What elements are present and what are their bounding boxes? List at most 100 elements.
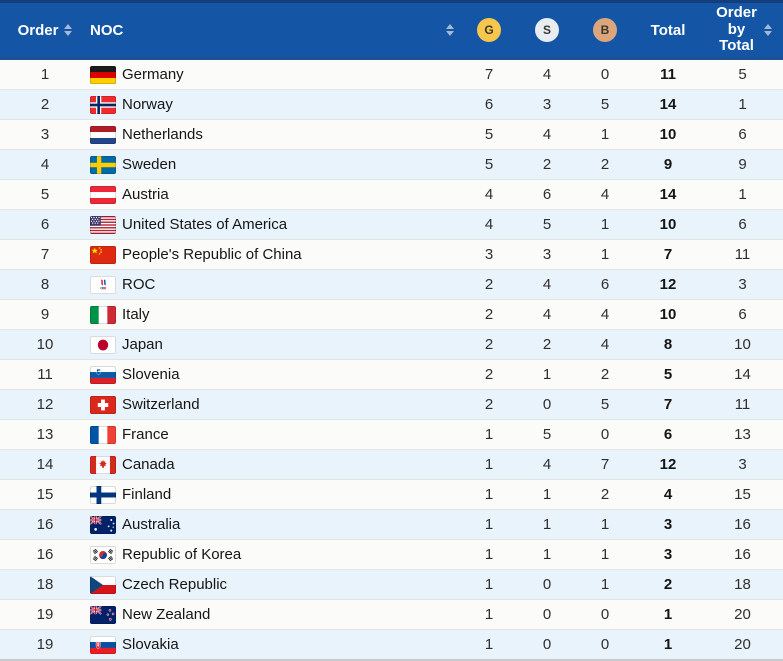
gold-count: 2 — [484, 366, 494, 383]
silver-count: 1 — [542, 486, 552, 503]
sort-arrows-icon[interactable] — [446, 24, 454, 36]
column-header-order-by-total[interactable]: Order by Total — [702, 3, 783, 55]
total-count: 5 — [663, 366, 673, 383]
germany-flag — [90, 65, 116, 84]
bronze-count: 4 — [600, 186, 610, 203]
noc-cell: Finland — [90, 485, 460, 504]
order-cell: 5 — [40, 186, 50, 203]
table-row: 12 Switzerland 2 0 5 7 11 — [0, 389, 783, 419]
noc-cell: France — [90, 425, 460, 444]
order-cell: 19 — [36, 606, 54, 623]
noc-name: Austria — [122, 186, 169, 203]
noc-name: Czech Republic — [122, 576, 228, 593]
noc-name: People's Republic of China — [122, 246, 302, 263]
order-cell: 16 — [36, 516, 54, 533]
silver-count: 2 — [542, 336, 552, 353]
silver-count: 0 — [542, 606, 552, 623]
canada-flag — [90, 455, 116, 474]
order-by-total-cell: 15 — [734, 486, 751, 503]
noc-name: Finland — [122, 486, 172, 503]
sort-arrows-icon[interactable] — [763, 23, 772, 36]
gold-count: 1 — [484, 486, 494, 503]
silver-count: 1 — [542, 366, 552, 383]
korea-flag — [90, 545, 116, 564]
noc-name: United States of America — [122, 216, 288, 233]
bronze-count: 2 — [600, 156, 610, 173]
gold-medal-icon: G — [477, 18, 501, 42]
noc-name: Italy — [122, 306, 150, 323]
table-row: 3 Netherlands 5 4 1 10 6 — [0, 119, 783, 149]
noc-name: Japan — [122, 336, 163, 353]
total-count: 1 — [663, 636, 673, 653]
gold-count: 2 — [484, 336, 494, 353]
column-header-bronze[interactable]: B — [576, 18, 634, 42]
silver-count: 0 — [542, 576, 552, 593]
bronze-count: 5 — [600, 96, 610, 113]
column-header-gold[interactable]: G — [460, 18, 518, 42]
silver-count: 4 — [542, 456, 552, 473]
table-row: 9 Italy 2 4 4 10 6 — [0, 299, 783, 329]
silver-count: 4 — [542, 66, 552, 83]
column-header-order[interactable]: Order — [0, 22, 90, 39]
order-by-total-cell: 16 — [734, 546, 751, 563]
order-by-total-header-label: Order by Total — [716, 3, 757, 55]
bronze-count: 0 — [600, 606, 610, 623]
table-row: 19 Slovakia 1 0 0 1 20 — [0, 629, 783, 659]
noc-name: Slovenia — [122, 366, 180, 383]
order-cell: 12 — [36, 396, 54, 413]
gold-count: 6 — [484, 96, 494, 113]
order-cell: 7 — [40, 246, 50, 263]
bronze-count: 2 — [600, 486, 610, 503]
italy-flag — [90, 305, 116, 324]
france-flag — [90, 425, 116, 444]
column-header-silver[interactable]: S — [518, 18, 576, 42]
noc-name: Sweden — [122, 156, 177, 173]
noc-cell: Czech Republic — [90, 575, 460, 594]
bronze-count: 1 — [600, 246, 610, 263]
gold-count: 2 — [484, 396, 494, 413]
gold-count: 1 — [484, 606, 494, 623]
silver-count: 1 — [542, 546, 552, 563]
order-by-total-cell: 11 — [734, 246, 751, 263]
order-by-total-cell: 1 — [738, 96, 747, 113]
order-cell: 9 — [40, 306, 50, 323]
bronze-count: 0 — [600, 636, 610, 653]
gold-count: 1 — [484, 636, 494, 653]
austria-flag — [90, 185, 116, 204]
order-cell: 14 — [36, 456, 54, 473]
noc-cell: Slovenia — [90, 365, 460, 384]
noc-name: Germany — [122, 66, 184, 83]
order-by-total-cell: 6 — [738, 126, 747, 143]
total-count: 7 — [663, 396, 673, 413]
table-row: 5 Austria 4 6 4 14 1 — [0, 179, 783, 209]
gold-count: 3 — [484, 246, 494, 263]
order-by-total-cell: 3 — [738, 456, 747, 473]
silver-count: 0 — [542, 396, 552, 413]
silver-medal-icon: S — [535, 18, 559, 42]
bronze-count: 1 — [600, 516, 610, 533]
total-count: 2 — [663, 576, 673, 593]
total-count: 8 — [663, 336, 673, 353]
noc-name: Switzerland — [122, 396, 200, 413]
noc-name: Netherlands — [122, 126, 203, 143]
table-row: 18 Czech Republic 1 0 1 2 18 — [0, 569, 783, 599]
total-count: 11 — [660, 66, 676, 83]
order-cell: 8 — [40, 276, 50, 293]
silver-count: 0 — [542, 636, 552, 653]
order-cell: 15 — [36, 486, 54, 503]
bronze-medal-icon: B — [593, 18, 617, 42]
sweden-flag — [90, 155, 116, 174]
bronze-count: 0 — [600, 426, 610, 443]
column-header-noc[interactable]: NOC — [90, 22, 460, 39]
noc-cell: People's Republic of China — [90, 245, 460, 264]
column-header-total[interactable]: Total — [634, 22, 702, 39]
australia-flag — [90, 515, 116, 534]
silver-count: 4 — [542, 306, 552, 323]
sort-arrows-icon[interactable] — [64, 24, 73, 36]
order-by-total-cell: 10 — [734, 336, 751, 353]
gold-count: 1 — [484, 546, 494, 563]
silver-count: 3 — [542, 246, 552, 263]
bronze-count: 1 — [600, 576, 610, 593]
order-by-total-cell: 3 — [738, 276, 747, 293]
noc-cell: Germany — [90, 65, 460, 84]
